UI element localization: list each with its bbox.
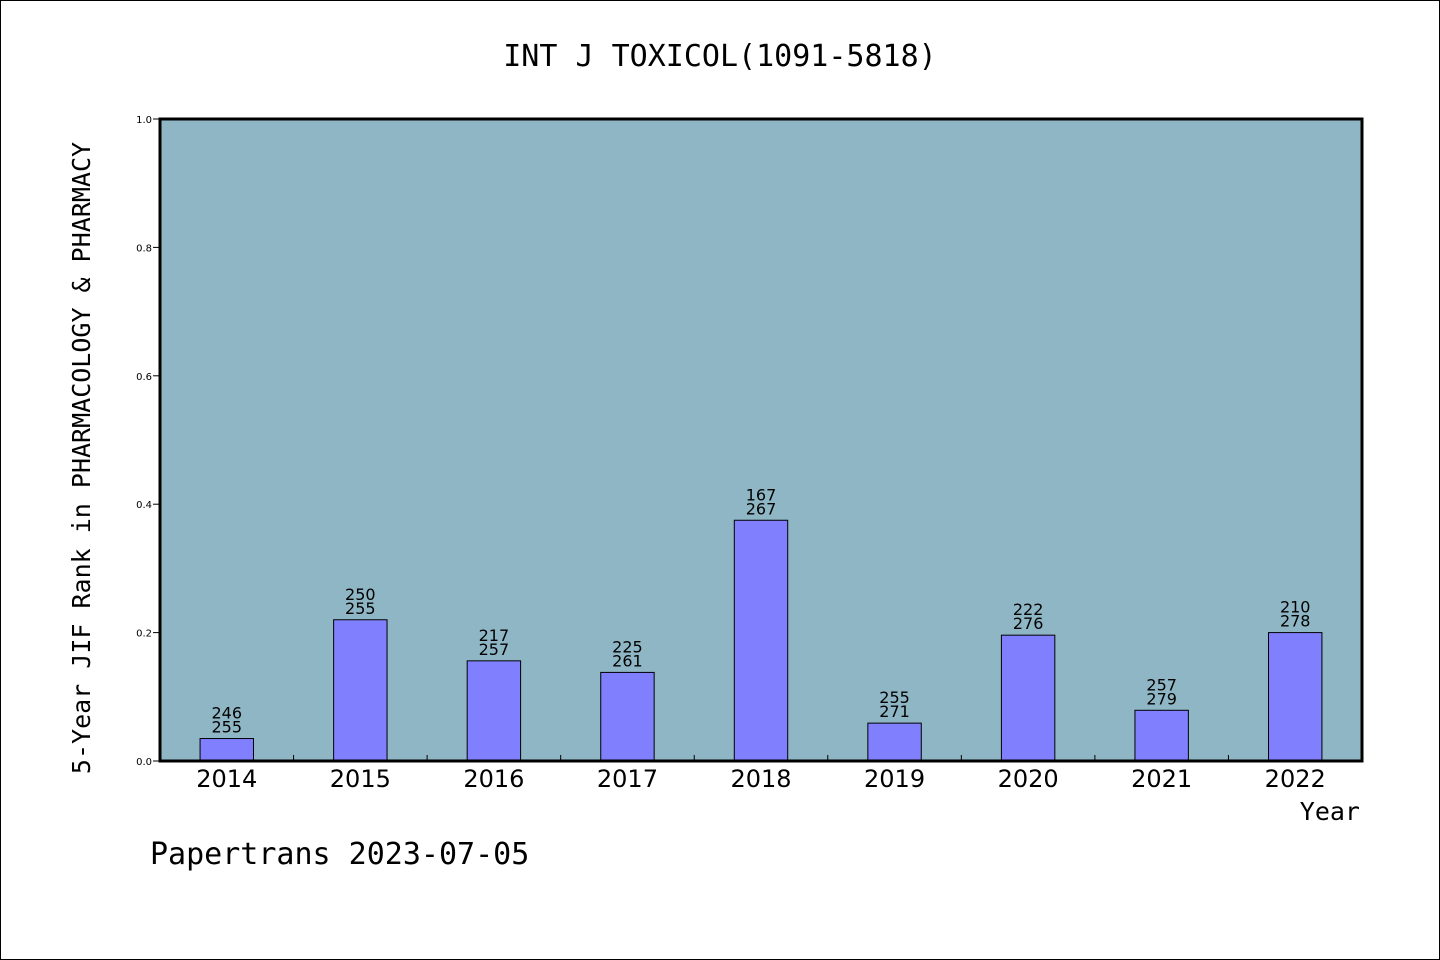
bar-label-rank: 225 [612,637,643,656]
y-axis-ticks: 0.0 0.2 0.4 0.6 0.8 1.0 [136,115,160,768]
bar-label-rank: 222 [1013,600,1044,619]
x-tick-label: 2015 [330,765,391,793]
y-tick-label: 0.6 [136,372,152,383]
bar-2020 [1000,634,1056,762]
bar-label-total: 271 [879,702,910,721]
bar-2021 [1134,709,1189,762]
bar-label-total: 278 [1280,612,1311,631]
bar-label-rank: 210 [1280,598,1311,617]
bar-2019 [867,722,922,762]
bar-label-total: 255 [345,599,376,618]
bar-label-rank: 246 [212,704,243,723]
x-axis-ticks: 2014 2015 2016 2017 2018 2019 2020 2021 2022 [196,755,1326,793]
chart-title: INT J TOXICOL(1091-5818) [503,39,936,74]
x-tick-label: 2022 [1265,765,1326,793]
bar-label-total: 267 [746,499,777,518]
plot-border [158,117,1364,763]
bar-label-rank: 255 [879,688,910,707]
x-tick-label: 2018 [730,765,791,793]
y-tick-label: 0.2 [136,629,152,640]
bar-label-rank: 250 [345,585,376,604]
bar-2016 [466,660,522,762]
y-axis-label: 5-Year JIF Rank in PHARMACOLOGY & PHARMA… [67,142,96,774]
x-tick-label: 2020 [998,765,1059,793]
bar-2018 [733,519,789,762]
y-tick-label: 1.0 [136,115,152,126]
footer-watermark: Papertrans 2023-07-05 [150,837,529,872]
bar-label-total: 276 [1013,614,1044,633]
bar-label-rank: 217 [479,626,510,645]
x-axis-label: Year [1300,797,1360,826]
x-tick-label: 2017 [597,765,658,793]
bar-label-total: 279 [1146,689,1177,708]
bar-label-total: 255 [212,718,243,737]
y-tick-label: 0.0 [136,757,152,768]
y-tick-label: 0.4 [136,500,152,511]
bar-label-rank: 167 [746,485,777,504]
bar-label-rank: 257 [1146,675,1177,694]
x-tick-label: 2021 [1131,765,1192,793]
y-tick-label: 0.8 [136,243,152,254]
bar-2015 [333,619,388,762]
x-tick-label: 2016 [463,765,524,793]
bar-2014 [199,738,254,762]
bar-2017 [600,671,655,762]
x-tick-label: 2014 [196,765,257,793]
bar-2022 [1268,632,1323,762]
bars [199,519,1323,762]
x-tick-label: 2019 [864,765,925,793]
bar-label-total: 261 [612,651,643,670]
bar-label-total: 257 [479,640,510,659]
